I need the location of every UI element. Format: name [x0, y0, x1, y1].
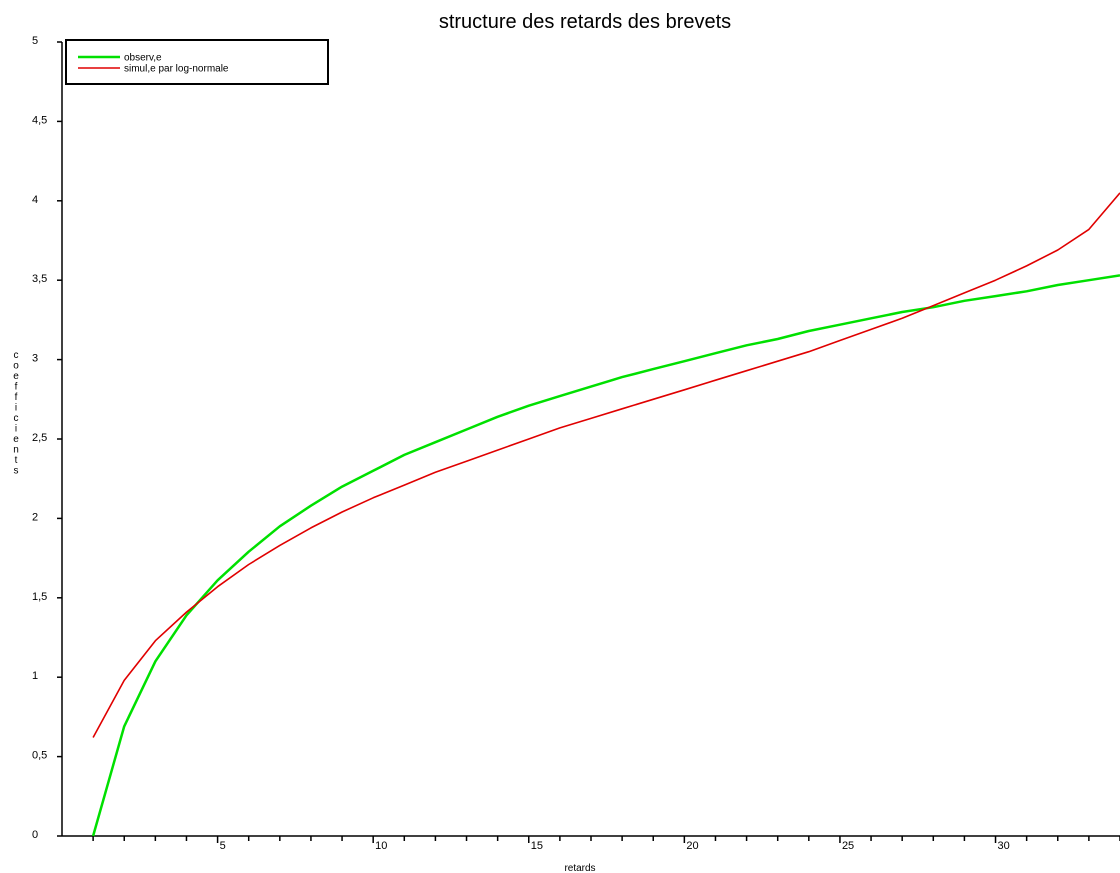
chart-title: structure des retards des brevets — [439, 11, 731, 33]
series-lines — [91, 192, 1120, 837]
x-tick-label: 5 — [220, 840, 226, 852]
y-tick-label: 3,5 — [32, 273, 47, 285]
x-tick-label: 25 — [842, 840, 854, 852]
y-tick-label: 1 — [32, 670, 38, 682]
y-tick-label: 4 — [32, 194, 38, 206]
x-tick-label: 10 — [375, 840, 387, 852]
legend-label: observ,e — [124, 53, 162, 64]
y-tick-label: 4,5 — [32, 114, 47, 126]
y-tick-label: 2 — [32, 511, 38, 523]
x-tick-label: 20 — [686, 840, 698, 852]
y-tick-label: 3 — [32, 353, 38, 365]
legend-label: simul,e par log-normale — [124, 64, 229, 75]
y-tick-label: 1,5 — [32, 591, 47, 603]
y-axis-ticks: 0 0,5 1 1,5 2 2,5 3 3,5 4 4,5 5 — [32, 35, 62, 841]
x-axis-ticks: 5 10 15 20 25 30 — [92, 836, 1120, 852]
y-tick-label: 0 — [32, 829, 38, 841]
y-tick-label: 5 — [32, 35, 38, 47]
x-axis-label: retards — [564, 863, 595, 873]
x-tick-label: 30 — [998, 840, 1010, 852]
series-line-2 — [92, 192, 1120, 738]
y-tick-label: 2,5 — [32, 432, 47, 444]
legend-box — [65, 39, 329, 85]
x-tick-label: 15 — [531, 840, 543, 852]
y-tick-label: 0,5 — [32, 750, 47, 762]
series-line-1 — [91, 274, 1120, 837]
